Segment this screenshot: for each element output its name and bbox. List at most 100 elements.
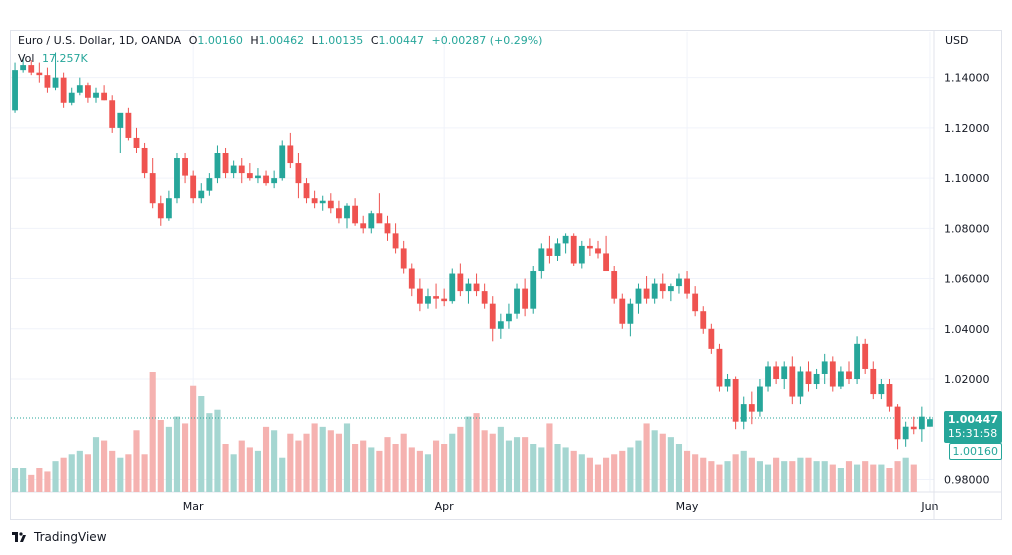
candle-body (36, 72, 43, 76)
volume-bar (505, 440, 513, 492)
volume-bar (870, 464, 877, 492)
candle-body (773, 366, 780, 379)
candle-body (101, 92, 108, 101)
volume-bar (254, 450, 262, 492)
x-tick-label: Mar (183, 500, 204, 513)
candle-body (918, 416, 925, 430)
volume-bar (659, 433, 666, 492)
volume-bar (562, 447, 569, 492)
volume-bar (76, 450, 83, 492)
candle-body (190, 175, 197, 199)
candle-body (821, 361, 828, 374)
volume-bar (748, 457, 755, 492)
volume-bar (432, 440, 440, 492)
candle-body (562, 235, 569, 244)
volume-bar (279, 457, 286, 492)
high-label: H (250, 34, 259, 47)
candle-body (327, 200, 334, 209)
volume-bar (894, 461, 901, 492)
x-tick-label: Jun (920, 500, 938, 513)
candle-body (659, 283, 666, 292)
candle-body (28, 65, 35, 73)
candle-body (133, 137, 140, 148)
volume-bar (303, 433, 310, 492)
candle-body (740, 404, 747, 422)
volume-bar (611, 454, 618, 492)
candle-body (797, 371, 804, 397)
volume-bar (157, 420, 164, 492)
volume-bar (52, 461, 59, 492)
candle-body (586, 245, 593, 249)
candle-body (748, 404, 755, 412)
candle-body (514, 288, 520, 314)
volume-bar (457, 426, 464, 492)
volume-bar (392, 444, 399, 492)
volume-bar (101, 440, 108, 492)
volume-bar (327, 430, 334, 492)
candle-body (182, 158, 188, 176)
candle-body (425, 296, 431, 304)
tradingview-brand[interactable]: TradingView (12, 530, 107, 544)
volume-bar (117, 457, 124, 492)
candle-body (708, 328, 715, 349)
candle-body (716, 348, 723, 387)
candle-body (271, 178, 278, 184)
volume-bar (878, 464, 885, 492)
currency-label: USD (945, 34, 969, 47)
candle-body (125, 112, 132, 138)
volume-bar (295, 440, 302, 492)
volume-bar (335, 433, 342, 492)
volume-bar (473, 413, 480, 492)
candle-body (870, 368, 877, 395)
candle-body (230, 165, 237, 174)
candle-body (344, 205, 350, 219)
candle-body (692, 293, 699, 312)
y-tick-label: 1.12000 (944, 122, 990, 135)
volume-bar (805, 457, 812, 492)
candle-body (457, 273, 464, 292)
candle-body (805, 371, 812, 385)
candle-body (360, 223, 367, 229)
volume-bar (84, 454, 91, 492)
candle-body (295, 163, 302, 184)
volume-bar (141, 454, 148, 492)
tradingview-logo-icon (12, 532, 26, 542)
volume-bar (667, 437, 674, 492)
candle-body (85, 85, 91, 98)
volume-bar (740, 450, 747, 492)
volume-bar (635, 440, 642, 492)
candle-body (287, 145, 294, 164)
last-price-tag: 1.00447 15:31:58 (943, 411, 1002, 443)
candle-body (570, 235, 577, 264)
volume-bar (222, 444, 229, 492)
change-value: +0.00287 (+0.29%) (431, 34, 543, 47)
volume-bar (125, 454, 132, 492)
candle-body (538, 248, 545, 272)
volume-bar (11, 468, 19, 492)
open-price-tag: 1.00160 (948, 443, 1002, 460)
candle-body (319, 200, 326, 204)
low-label: L (311, 34, 318, 47)
candle-body (465, 283, 472, 292)
y-tick-label: 1.06000 (944, 273, 990, 286)
volume-bar (311, 423, 318, 492)
candle-body (20, 65, 27, 71)
volume-bar (214, 409, 221, 492)
candle-body (303, 183, 310, 199)
candle-body (684, 278, 690, 294)
candle-body (165, 198, 172, 219)
candle-body (117, 112, 124, 128)
low-value: 1.00135 (317, 34, 364, 47)
candle-body (627, 303, 634, 324)
candle-body (400, 248, 407, 269)
volume-bar (376, 450, 383, 492)
y-tick-label: 1.04000 (944, 323, 990, 336)
candle-body (206, 178, 213, 191)
candle-body (441, 298, 448, 302)
volume-bar (764, 464, 772, 492)
brand-name: TradingView (34, 530, 107, 544)
ohlc-legend: Euro / U.S. Dollar, 1D, OANDA O1.00160 H… (18, 34, 546, 47)
volume-bar (408, 447, 415, 492)
volume-bar (319, 426, 326, 492)
